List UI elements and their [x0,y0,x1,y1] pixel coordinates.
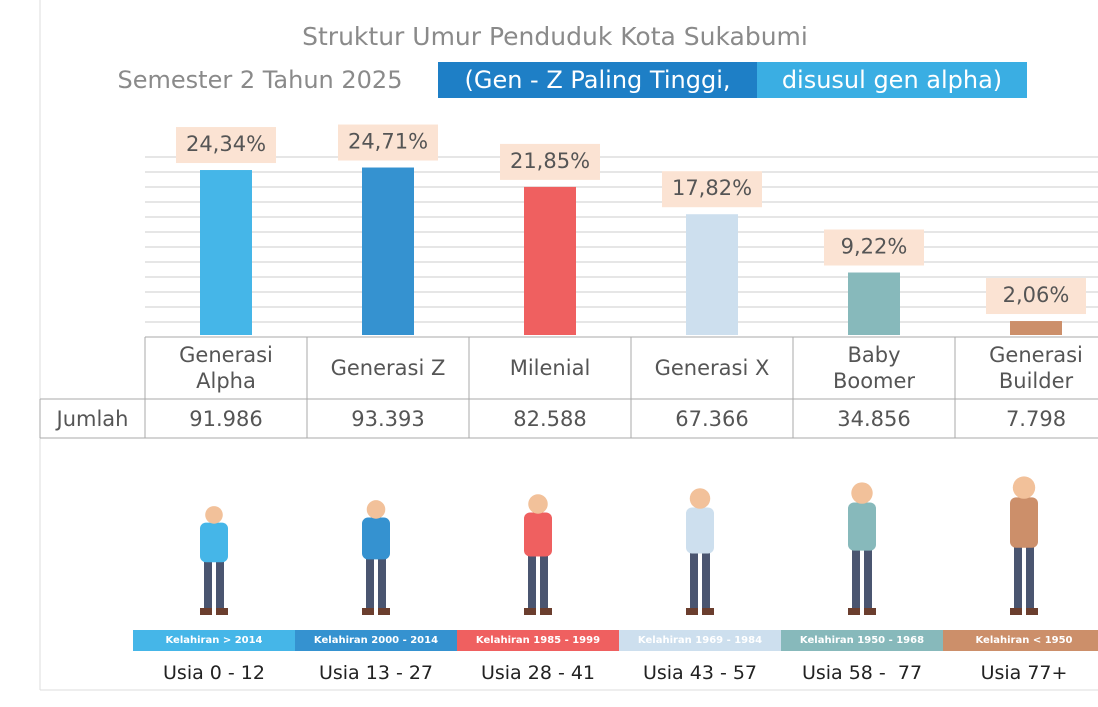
bar [200,170,252,335]
figure-leg [1014,545,1022,609]
figure-head [205,506,223,524]
figure-shoe [848,608,860,615]
figure-shoe [362,608,374,615]
value-label: 24,71% [348,130,428,154]
figure-body [848,502,876,551]
category-label: Generasi Z [307,337,469,399]
bar [1010,321,1062,335]
figure-leg [528,554,536,609]
value-label: 2,06% [1003,283,1070,307]
value-label: 9,22% [841,235,908,259]
figure-body [524,512,552,557]
figure-shoe [216,608,228,615]
figure-leg [378,557,386,609]
birth-band: Kelahiran < 1950 [943,630,1098,651]
figure-shoe [378,608,390,615]
category-text: Generasi X [654,356,770,380]
category-text: Baby Boomer [832,343,916,393]
age-label: Usia 13 - 27 [318,662,434,684]
age-label: Usia 77+ [980,662,1068,684]
figure-shoe [686,608,698,615]
figure-leg [1026,545,1034,609]
figure-leg [216,560,224,609]
category-label: Milenial [469,337,631,399]
category-text: Milenial [509,356,591,380]
highlight: (Gen - Z Paling Tinggi, [438,62,757,98]
figure-head [366,500,386,519]
chart-title: Struktur Umur Penduduk Kota Sukabumi [302,21,808,51]
birth-band: Kelahiran > 2014 [133,630,295,651]
count: 67.366 [675,406,749,431]
birth-band: Kelahiran 1985 - 1999 [457,630,619,651]
figure-shoe [200,608,212,615]
value-label-bg [824,229,924,266]
figure-head [528,494,548,514]
age-label: Usia 28 - 41 [480,662,596,684]
count: 82.588 [513,406,587,431]
age-label: Usia 0 - 12 [163,662,265,684]
birth-band: Kelahiran 1969 - 1984 [619,630,781,651]
figure-leg [690,551,698,609]
figure-leg [204,560,212,609]
figure-head [689,488,711,509]
figure-body [200,522,228,563]
count: 7.798 [1005,406,1067,431]
figure-shoe [540,608,552,615]
bar [848,272,900,335]
figure-leg [702,551,710,609]
figure-head [1012,476,1036,499]
figure-shoe [702,608,714,615]
value-label-bg [176,127,276,164]
value-label-bg [986,278,1086,315]
value-label-bg [500,143,600,180]
value-label: 24,34% [186,132,266,156]
figure-leg [540,554,548,609]
count: 91.986 [189,406,263,431]
category-label: Generasi X [631,337,793,399]
figure-leg [366,557,374,609]
figure-shoe [864,608,876,615]
figure-shoe [1026,608,1038,615]
count: 34.856 [837,406,911,431]
value-label: 17,82% [672,176,752,200]
figure-head [851,482,873,504]
value-label-bg [338,124,438,161]
row-label: Jumlah [56,407,129,431]
value-label: 21,85% [510,149,590,173]
birth-band: Kelahiran 2000 - 2014 [295,630,457,651]
bar [362,167,414,335]
age-label: Usia 58 - 77 [801,662,923,684]
figure-body [686,507,714,554]
bar [524,186,576,335]
category-label: Baby Boomer [793,337,955,399]
highlight: disusul gen alpha) [757,62,1027,98]
figure-body [362,517,390,560]
category-text: Generasi Alpha [179,343,273,393]
category-label: Generasi Alpha [145,337,307,399]
bar [686,214,738,335]
category-text: Generasi Z [330,356,446,380]
figure-shoe [524,608,536,615]
figure-shoe [1010,608,1022,615]
figure-body [1010,497,1038,548]
count: 93.393 [351,406,425,431]
category-text: Generasi Builder [989,343,1083,393]
chart-subtitle: Semester 2 Tahun 2025 [117,66,403,94]
age-label: Usia 43 - 57 [642,662,758,684]
category-label: Generasi Builder [955,337,1098,399]
figure-leg [864,548,872,609]
figure-leg [852,548,860,609]
birth-band: Kelahiran 1950 - 1968 [781,630,943,651]
value-label-bg [662,171,762,208]
